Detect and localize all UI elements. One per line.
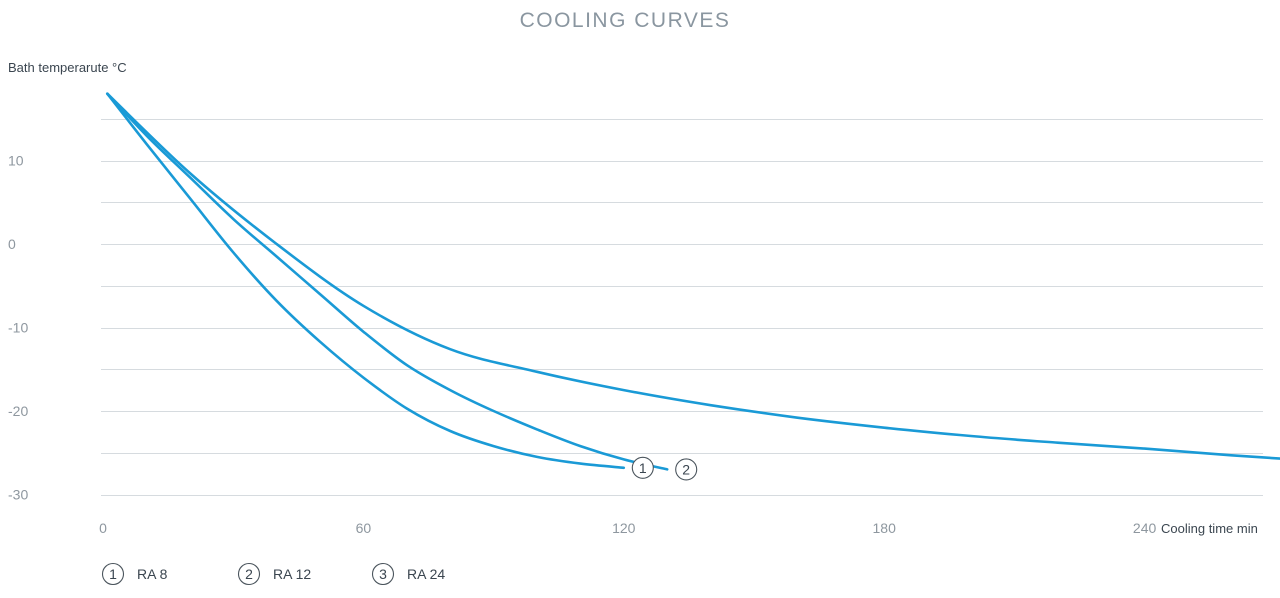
y-tick-label: -30 [8,487,28,503]
y-tick-label: -10 [8,320,28,336]
x-tick-label: 180 [873,520,897,536]
legend-label: RA 24 [407,566,445,582]
y-tick-label: -20 [8,403,28,419]
legend-marker-circle [101,562,125,586]
x-tick-label: 0 [99,520,107,536]
legend-label: RA 8 [137,566,168,582]
series-line-ra-8 [106,92,626,470]
legend-marker-number: 3 [379,566,387,582]
legend-marker-circle [237,562,261,586]
x-tick-label: 120 [612,520,636,536]
series-end-marker-number: 1 [639,460,647,476]
y-tick-label: 0 [8,236,16,252]
series-markers: 123 [631,456,698,481]
legend-marker-number: 1 [109,566,117,582]
series-lines [106,92,1280,471]
series-line-ra-12 [106,92,669,471]
series-line-ra-24 [106,92,1280,460]
x-tick-label: 240 [1133,520,1157,536]
series-end-marker-circle [631,456,654,479]
legend-marker-circle [371,562,395,586]
series-end-marker-circle [675,458,698,481]
y-tick-label: 10 [8,153,24,169]
chart-title: COOLING CURVES [520,9,731,32]
x-tick-label: 60 [356,520,372,536]
legend-label: RA 12 [273,566,311,582]
y-tick-labels: 10 0 -10 -20 -30 [8,153,28,503]
grid-layer [101,119,1263,496]
legend-marker-number: 2 [245,566,253,582]
legend: 1 RA 8 2 RA 12 3 RA 24 [101,562,445,586]
x-tick-labels: 0 60 120 180 240 [99,520,1156,536]
x-axis-label: Cooling time min [1161,521,1258,536]
y-axis-label: Bath temperarute °C [8,60,127,75]
series-end-marker-number: 2 [682,461,690,477]
